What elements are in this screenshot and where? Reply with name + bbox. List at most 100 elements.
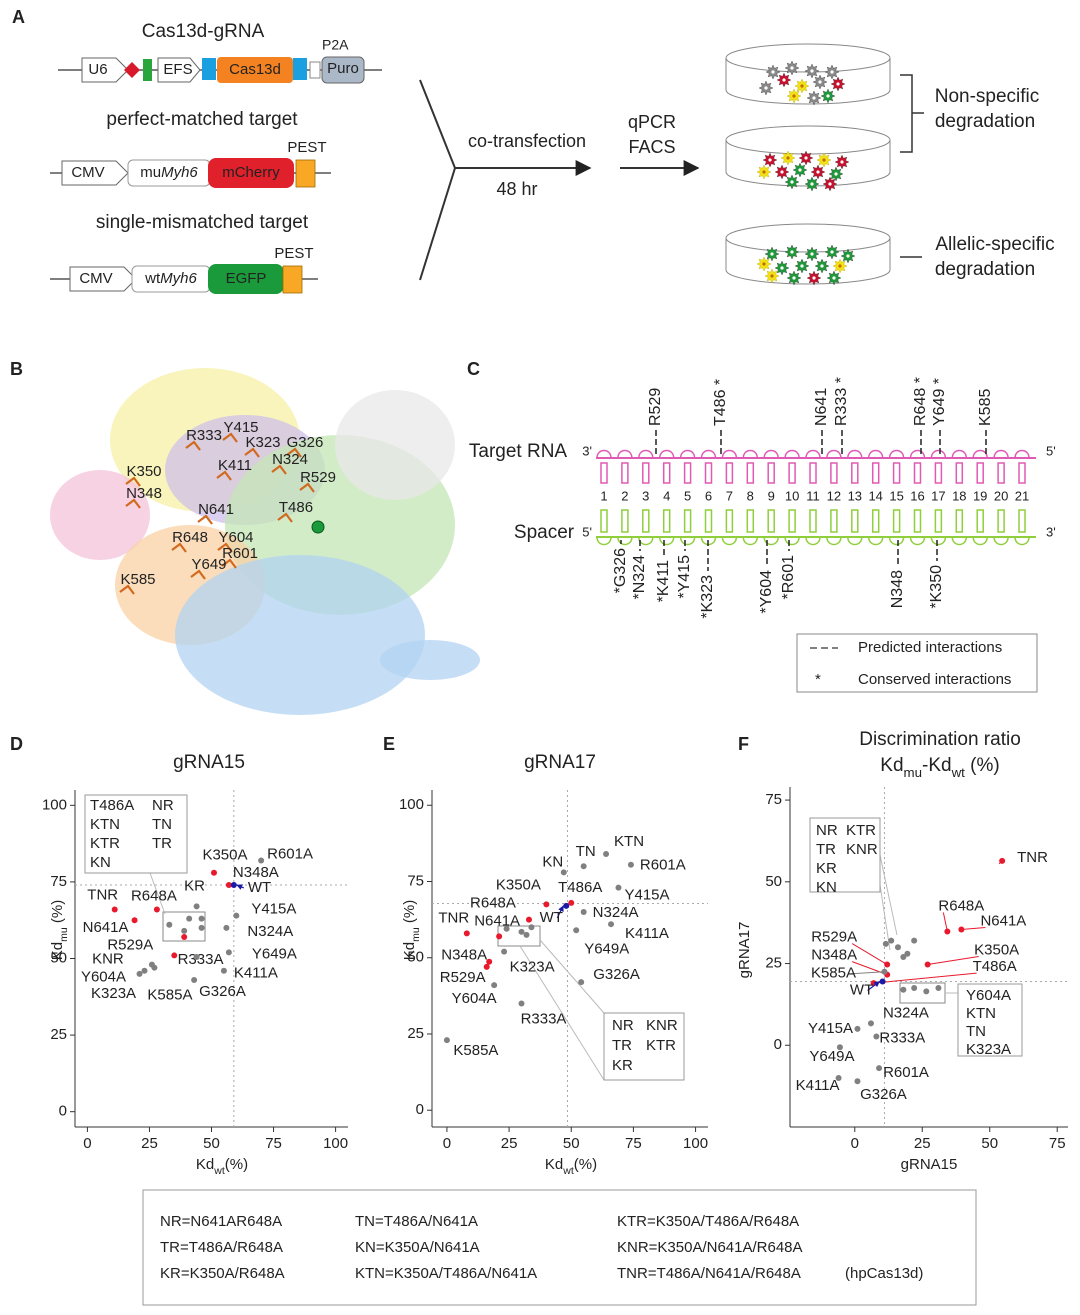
target-loop — [742, 449, 759, 459]
tag-label: PEST — [274, 245, 313, 262]
residue-label: K585 — [977, 389, 994, 426]
residue-label: N641 — [813, 388, 830, 426]
spacer-base — [621, 509, 629, 533]
target-loop — [951, 449, 968, 459]
point-label: K323A — [510, 959, 555, 976]
point-label: K585A — [811, 965, 856, 982]
target-loop — [763, 449, 779, 459]
residue-label: R333 — [186, 427, 222, 444]
spacer-base — [934, 509, 943, 533]
gene-label: Cas13d — [229, 61, 281, 78]
promoter-arrow — [157, 57, 201, 83]
point-label: N641A — [474, 912, 520, 929]
point-label: R529A — [811, 928, 857, 945]
spacer-base — [809, 509, 817, 533]
y-axis-label: gRNA17 — [736, 922, 753, 979]
residue-label: Y649 * — [931, 378, 948, 426]
point-label: R601A — [267, 845, 313, 862]
cell-nucleus — [798, 168, 802, 172]
spacer-loop — [742, 536, 759, 546]
data-point — [443, 1037, 450, 1044]
label-leader — [873, 972, 977, 984]
point-label: K585A — [147, 987, 192, 1004]
data-point — [603, 851, 610, 858]
label-run: mu — [904, 765, 922, 780]
linker-box — [309, 61, 321, 79]
residue-label: K585 — [120, 571, 155, 588]
point-label: R333A — [879, 1029, 925, 1046]
x-tick-label: 0 — [851, 1135, 859, 1152]
residue-label: K350 — [126, 463, 161, 480]
point-label: K411A — [796, 1077, 840, 1094]
metal-ion — [311, 520, 325, 534]
residue-stick — [271, 464, 287, 475]
inset-label: KTR — [90, 835, 120, 852]
inset-label: K323A — [966, 1041, 1011, 1058]
spacer-loop — [679, 536, 696, 546]
cell-nucleus — [804, 156, 808, 160]
point-label: K411A — [625, 925, 669, 942]
data-point — [483, 963, 490, 970]
panel-letter: F — [738, 734, 749, 754]
spacer-loop — [617, 536, 633, 546]
target-base — [809, 462, 817, 484]
reporter-box — [208, 158, 294, 188]
spacer-loop — [826, 536, 842, 546]
spacer-loop — [763, 536, 779, 546]
protein-region — [380, 640, 480, 680]
spacer-loop — [909, 536, 926, 546]
spacer-loop — [596, 536, 612, 546]
spacer-base — [871, 509, 880, 533]
promoter-label: CMV — [79, 270, 112, 287]
point-label: K411A — [234, 965, 278, 982]
data-point — [894, 944, 901, 951]
data-point — [181, 934, 188, 941]
label-run: (%) — [965, 755, 1000, 776]
target-base — [892, 462, 901, 484]
target-base — [621, 462, 629, 484]
cell-nucleus — [820, 264, 824, 268]
data-point — [153, 906, 160, 913]
residue-stick — [221, 558, 237, 569]
point-label: R529A — [440, 969, 486, 986]
target-prefix: mu — [140, 164, 161, 181]
residue-stick — [197, 514, 213, 525]
panel-letter: E — [383, 734, 395, 754]
leader-line — [539, 939, 605, 1014]
point-label: K350A — [202, 847, 247, 864]
point-label: Y604A — [452, 990, 497, 1007]
y-tick-label: 0 — [774, 1036, 782, 1053]
residue-label: T486 — [279, 499, 313, 516]
assay-label: FACS — [628, 137, 675, 157]
label-run: Kd — [880, 755, 903, 776]
y-tick-label: 75 — [765, 791, 782, 808]
data-point — [573, 927, 580, 934]
residue-label: R333 * — [833, 377, 850, 426]
grna-spacer — [143, 59, 152, 81]
chart-title: gRNA15 — [173, 752, 245, 773]
x-axis-label: Kdwt(%) — [545, 1156, 597, 1177]
cell-nucleus — [764, 86, 768, 90]
target-base — [871, 462, 880, 484]
residue-label: T486 * — [712, 379, 729, 426]
x-axis-label: gRNA15 — [901, 1156, 958, 1173]
data-point — [220, 967, 227, 974]
cell-nucleus — [830, 70, 834, 74]
x-tick-label: 0 — [443, 1135, 451, 1152]
label-leader — [851, 943, 888, 965]
cell-nucleus — [780, 266, 784, 270]
residue-label: G326 — [287, 434, 324, 451]
residue-label: *N324 — [631, 555, 648, 600]
legend-box — [796, 633, 1038, 693]
reporter-box — [208, 264, 284, 294]
y-tick-label: 25 — [407, 1025, 424, 1042]
data-point — [528, 924, 535, 931]
point-label: K585A — [453, 1042, 498, 1059]
position-label: 8 — [747, 488, 754, 503]
label-leader — [851, 971, 885, 975]
point-label: K323A — [91, 985, 136, 1002]
spacer-base — [704, 509, 713, 533]
inset-label: KTR — [646, 1037, 676, 1054]
inset-label: NR — [612, 1017, 634, 1034]
y-tick-label: 25 — [50, 1026, 67, 1043]
